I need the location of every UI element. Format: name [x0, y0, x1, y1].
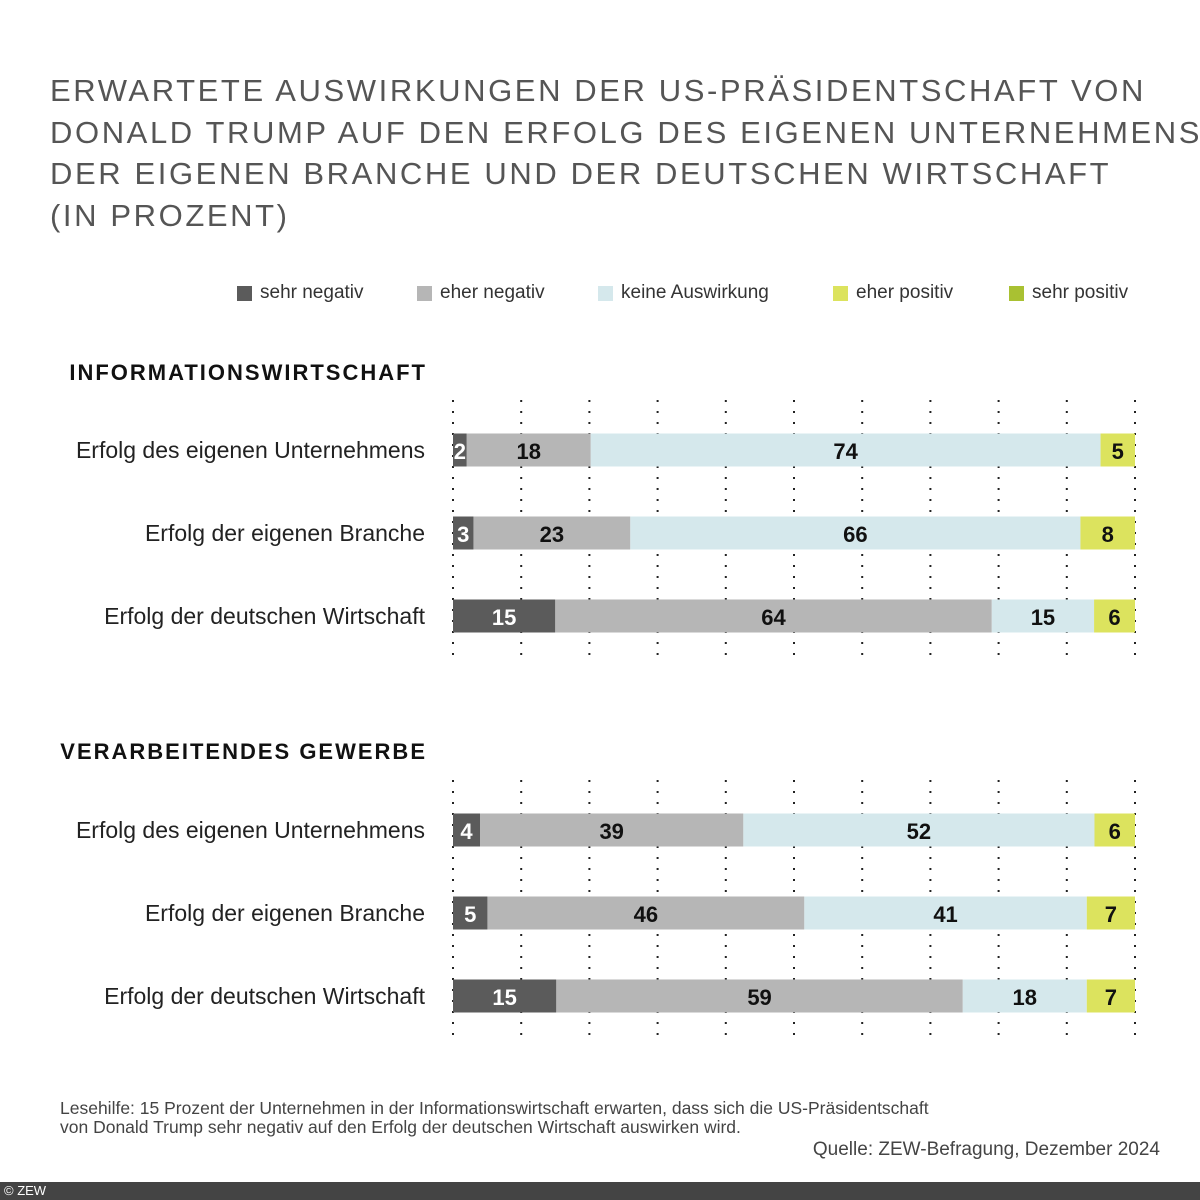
data-label: 18	[517, 439, 541, 464]
legend-swatch	[417, 285, 432, 301]
title-line: (IN PROZENT)	[50, 197, 290, 233]
bar-segment	[453, 979, 557, 1013]
data-label: 15	[1031, 605, 1055, 630]
row-label: Erfolg des eigenen Unternehmens	[76, 817, 425, 843]
legend-swatch	[237, 285, 252, 301]
data-label: 5	[1112, 439, 1124, 464]
data-label: 41	[933, 902, 957, 927]
bar-segment	[466, 433, 591, 467]
data-label: 15	[492, 985, 516, 1010]
bar-segment	[473, 516, 631, 550]
title-line: DER EIGENEN BRANCHE UND DER DEUTSCHEN WI…	[50, 156, 1112, 191]
row-label: Erfolg des eigenen Unternehmens	[76, 437, 425, 463]
row-label: Erfolg der deutschen Wirtschaft	[104, 603, 425, 629]
data-label: 2	[454, 439, 466, 464]
legend-item: sehr positiv	[1009, 282, 1128, 304]
chart-title: ERWARTETE AUSWIRKUNGEN DER US-PRÄSIDENTS…	[50, 70, 1200, 236]
bar-segment	[1080, 516, 1135, 550]
bar-segment	[630, 516, 1081, 550]
data-label: 46	[634, 902, 658, 927]
legend-swatch	[598, 285, 613, 301]
note-line: von Donald Trump sehr negativ auf den Er…	[60, 1117, 741, 1137]
legend-item: keine Auswirkung	[598, 282, 769, 304]
bar-segment	[804, 896, 1087, 930]
legend-item: sehr negativ	[237, 282, 364, 304]
title-line: DONALD TRUMP AUF DEN ERFOLG DES EIGENEN …	[50, 114, 1200, 150]
bar-segment	[962, 979, 1087, 1013]
legend-label: keine Auswirkung	[621, 282, 769, 303]
legend-swatch	[833, 285, 848, 301]
row-label: Erfolg der eigenen Branche	[145, 900, 425, 926]
data-label: 6	[1109, 819, 1121, 844]
group-title: VERARBEITENDES GEWERBE	[60, 739, 427, 764]
data-label: 4	[460, 819, 473, 844]
legend-item: eher negativ	[417, 282, 545, 304]
group-title: INFORMATIONSWIRTSCHAFT	[69, 360, 427, 385]
title-line: ERWARTETE AUSWIRKUNGEN DER US-PRÄSIDENTS…	[50, 73, 1146, 108]
bar-segment	[991, 599, 1095, 633]
data-label: 7	[1105, 985, 1117, 1010]
copyright-bar: © ZEW	[0, 1182, 1200, 1200]
data-label: 23	[540, 522, 564, 547]
data-label: 3	[457, 522, 469, 547]
data-label: 8	[1102, 522, 1114, 547]
data-label: 74	[833, 439, 858, 464]
legend: sehr negativ eher negativ keine Auswirkung…	[0, 282, 1200, 306]
row-label: Erfolg der eigenen Branche	[145, 520, 425, 546]
bar-segment	[453, 813, 481, 847]
bar-segment	[556, 979, 963, 1013]
data-label: 59	[747, 985, 771, 1010]
bar-segment	[1100, 433, 1135, 467]
reading-note: Lesehilfe: 15 Prozent der Unternehmen in…	[60, 1099, 929, 1137]
data-label: 6	[1108, 605, 1120, 630]
bar-segment	[1094, 599, 1135, 633]
bar-segment	[1094, 813, 1135, 847]
legend-item: eher positiv	[833, 282, 953, 304]
legend-label: eher negativ	[440, 282, 545, 303]
bar-segment	[555, 599, 992, 633]
data-label: 52	[907, 819, 931, 844]
bar-segment	[453, 896, 488, 930]
source: Quelle: ZEW-Befragung, Dezember 2024	[812, 1139, 1160, 1160]
row-label: Erfolg der deutschen Wirtschaft	[104, 983, 425, 1009]
data-label: 66	[843, 522, 867, 547]
data-label: 39	[599, 819, 623, 844]
legend-label: sehr positiv	[1032, 282, 1129, 303]
bar-segment	[590, 433, 1101, 467]
bar-segment	[453, 433, 467, 467]
bar-segment	[480, 813, 744, 847]
legend-label: eher positiv	[856, 282, 954, 303]
bar-segment	[1086, 979, 1135, 1013]
bar-segment	[453, 599, 556, 633]
legend-label: sehr negativ	[260, 282, 364, 303]
bar-segment	[487, 896, 805, 930]
bar-segment	[1086, 896, 1135, 930]
data-label: 5	[464, 902, 476, 927]
data-label: 64	[761, 605, 786, 630]
note-line: Lesehilfe: 15 Prozent der Unternehmen in…	[60, 1098, 929, 1118]
legend-swatch	[1009, 285, 1024, 301]
bar-segment	[743, 813, 1095, 847]
data-label: 15	[492, 605, 516, 630]
data-label: 18	[1013, 985, 1037, 1010]
bar-segment	[453, 516, 474, 550]
data-label: 7	[1105, 902, 1117, 927]
